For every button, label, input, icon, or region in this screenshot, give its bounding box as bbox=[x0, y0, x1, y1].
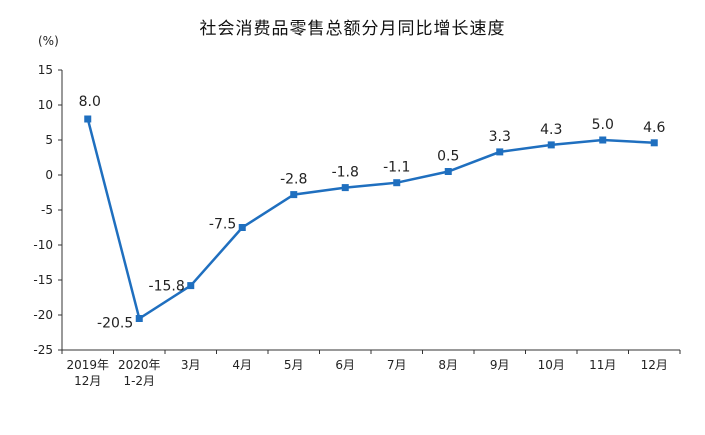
x-tick-label: 3月 bbox=[181, 358, 201, 372]
data-label: 3.3 bbox=[489, 129, 511, 145]
data-label: -15.8 bbox=[149, 279, 185, 295]
data-label: 5.0 bbox=[592, 117, 614, 133]
y-tick-label: -10 bbox=[33, 238, 53, 252]
data-label: -1.8 bbox=[332, 165, 359, 181]
data-label: 8.0 bbox=[79, 94, 101, 110]
x-tick-label: 12月 bbox=[641, 358, 668, 372]
data-point-marker bbox=[341, 184, 349, 192]
chart-title: 社会消费品零售总额分月同比增长速度 bbox=[199, 19, 506, 39]
data-point-marker bbox=[290, 191, 298, 199]
x-tick-label: 9月 bbox=[490, 358, 510, 372]
x-tick-label: 10月 bbox=[538, 358, 565, 372]
data-label: 4.3 bbox=[540, 122, 562, 138]
x-tick-label: 4月 bbox=[232, 358, 252, 372]
data-label: -20.5 bbox=[97, 316, 133, 332]
data-point-marker bbox=[496, 148, 504, 156]
data-point-marker bbox=[84, 115, 92, 123]
x-tick-label: 6月 bbox=[335, 358, 355, 372]
y-tick-label: 5 bbox=[45, 133, 53, 147]
data-label: -7.5 bbox=[209, 217, 236, 233]
data-label: 0.5 bbox=[437, 149, 459, 165]
x-tick-label: 2019年 12月 bbox=[66, 358, 109, 388]
data-point-marker bbox=[187, 282, 195, 290]
data-label: 4.6 bbox=[643, 120, 665, 136]
y-tick-label: -15 bbox=[33, 273, 53, 287]
y-tick-label: 10 bbox=[38, 98, 53, 112]
data-point-marker bbox=[650, 139, 658, 147]
series-line bbox=[86, 118, 655, 321]
y-tick-label: 0 bbox=[45, 168, 53, 182]
data-point-marker bbox=[599, 136, 607, 144]
y-tick-label: 15 bbox=[38, 63, 53, 77]
data-point-marker bbox=[444, 168, 452, 175]
y-axis-unit-label: (%) bbox=[38, 34, 59, 48]
data-point-marker bbox=[393, 179, 401, 187]
data-label: -2.8 bbox=[280, 172, 307, 188]
data-label: -1.1 bbox=[383, 160, 410, 176]
y-tick-label: -5 bbox=[41, 203, 53, 217]
x-tick-label: 7月 bbox=[387, 358, 407, 372]
x-tick-label: 2020年 1-2月 bbox=[118, 358, 161, 388]
data-point-marker bbox=[135, 315, 143, 322]
x-tick-label: 11月 bbox=[589, 358, 616, 372]
y-tick-label: -25 bbox=[33, 343, 53, 357]
y-tick-label: -20 bbox=[33, 308, 53, 322]
x-tick-label: 5月 bbox=[284, 358, 304, 372]
data-point-marker bbox=[547, 141, 555, 149]
data-point-marker bbox=[238, 224, 246, 231]
x-tick-label: 8月 bbox=[438, 358, 458, 372]
